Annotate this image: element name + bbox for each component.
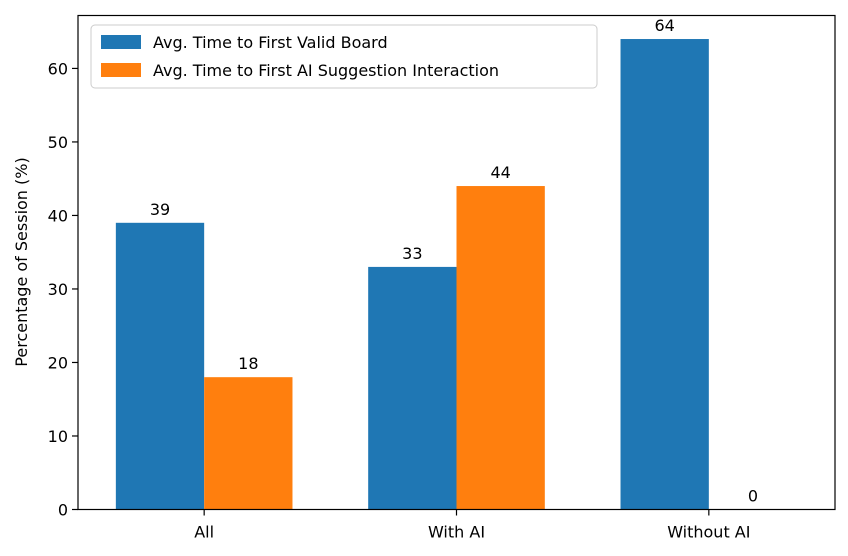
y-tick-label: 20 [48,353,68,372]
y-axis: 0 10 20 30 40 50 60 [48,59,78,520]
legend-swatch-2 [101,63,141,77]
x-tick-label: With AI [428,523,485,542]
y-tick-label: 60 [48,59,68,78]
y-tick-label: 30 [48,280,68,299]
data-label-series-2-3: 0 [748,487,758,506]
y-tick-label: 0 [58,501,68,520]
legend: Avg. Time to First Valid Board Avg. Time … [90,24,598,89]
data-label-series-1-1: 39 [150,200,170,219]
y-tick-label: 40 [48,206,68,225]
data-label-series-2-2: 44 [490,163,510,182]
y-axis-label: Percentage of Session (%) [12,157,31,366]
data-label-series-1-2: 33 [402,244,422,263]
x-tick-label: All [194,523,214,542]
y-tick-label: 10 [48,427,68,446]
bar-series-2-1 [204,377,293,510]
bar-series-1-2 [368,266,457,510]
y-tick-label: 50 [48,133,68,152]
x-axis: All With AI Without AI [194,509,750,542]
legend-box [90,24,598,89]
data-label-series-2-1: 18 [238,354,258,373]
bar-series-1-1 [115,222,205,510]
bars-layer [115,39,709,510]
data-labels-layer: 39 33 64 18 44 0 [150,16,758,505]
bar-series-2-2 [456,186,545,510]
bar-series-1-3 [620,39,709,510]
legend-label-2: Avg. Time to First AI Suggestion Interac… [153,61,499,80]
legend-swatch-1 [101,35,141,49]
x-tick-label: Without AI [667,523,750,542]
legend-label-1: Avg. Time to First Valid Board [153,33,388,52]
data-label-series-1-3: 64 [654,16,674,35]
